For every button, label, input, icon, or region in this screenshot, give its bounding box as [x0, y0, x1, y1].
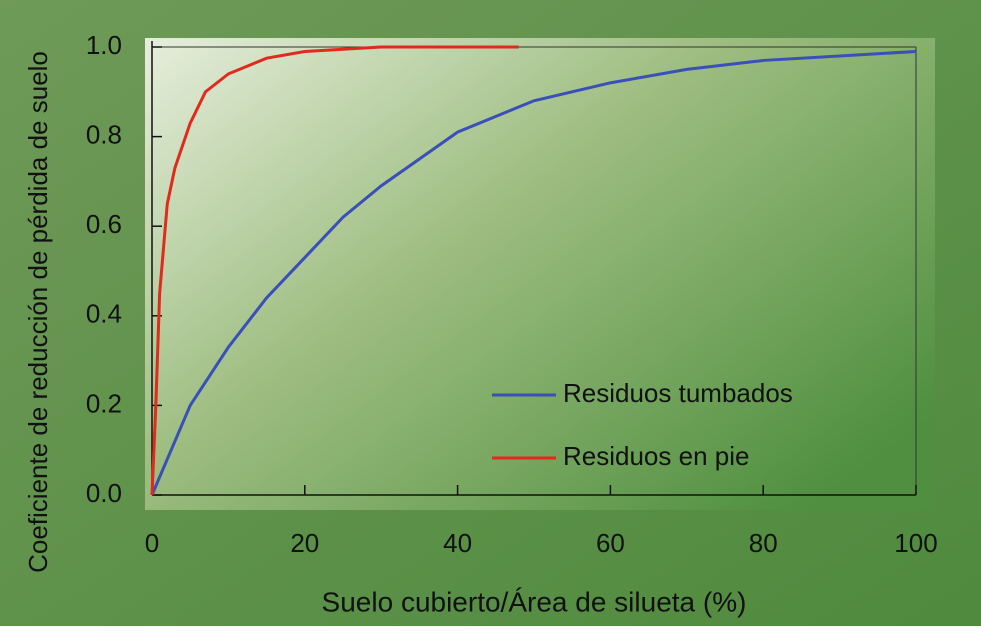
- x-tick-label: 20: [290, 528, 319, 558]
- plot-area: [145, 38, 935, 510]
- y-axis-label: Coeficiente de reducción de pérdida de s…: [23, 51, 53, 573]
- x-tick-label: 0: [145, 528, 159, 558]
- y-tick-label: 0.2: [86, 388, 122, 418]
- series-line: [150, 45, 519, 496]
- y-tick-label: 0.8: [86, 119, 122, 149]
- legend-label: Residuos en pie: [563, 441, 749, 471]
- x-tick-label: 80: [749, 528, 778, 558]
- series-line: [150, 49, 917, 496]
- y-tick-label: 0.4: [86, 299, 122, 329]
- y-tick-label: 0.6: [86, 209, 122, 239]
- x-axis-label: Suelo cubierto/Área de silueta (%): [322, 586, 747, 617]
- y-tick-label: 0.0: [86, 478, 122, 508]
- x-tick-label: 40: [443, 528, 472, 558]
- legend-label: Residuos tumbados: [563, 378, 793, 408]
- x-tick-label: 100: [894, 528, 937, 558]
- x-tick-label: 60: [596, 528, 625, 558]
- y-tick-label: 1.0: [86, 30, 122, 60]
